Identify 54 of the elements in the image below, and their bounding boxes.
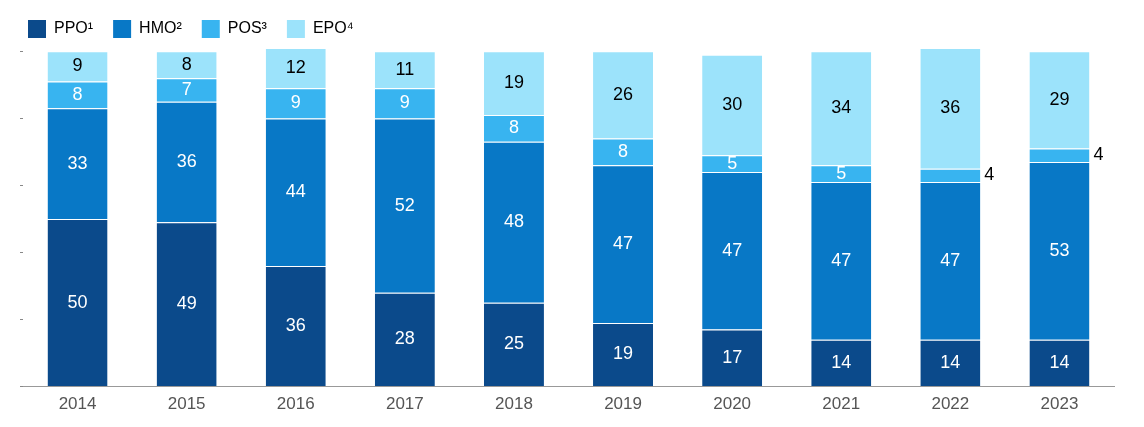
data-label: 8 <box>618 140 629 161</box>
data-label: 5 <box>727 152 738 173</box>
data-label: 47 <box>722 239 743 260</box>
x-tick-label: 2022 <box>931 394 970 414</box>
data-label: 8 <box>508 117 519 138</box>
x-tick-label: 2014 <box>58 394 97 414</box>
data-label: 8 <box>181 53 192 74</box>
legend-label: PPO¹ <box>54 19 94 37</box>
data-label: 36 <box>176 150 197 171</box>
data-label: 4 <box>984 164 995 185</box>
data-label: 34 <box>831 97 852 118</box>
data-label: 14 <box>831 351 852 372</box>
legend-label: POS³ <box>227 19 268 37</box>
data-label: 47 <box>831 249 852 270</box>
data-label: 25 <box>503 333 524 354</box>
data-label: 36 <box>940 97 961 118</box>
data-label: 7 <box>181 78 192 99</box>
data-label: 9 <box>72 55 83 76</box>
data-label: 17 <box>722 346 743 367</box>
data-label: 11 <box>395 58 415 79</box>
data-label: 26 <box>613 83 634 104</box>
data-label: 47 <box>940 249 961 270</box>
data-label: 9 <box>290 92 301 113</box>
data-label: 5 <box>836 162 847 183</box>
x-tick-label: 2020 <box>713 394 752 414</box>
data-label: 48 <box>503 211 524 232</box>
data-label: 30 <box>722 93 743 114</box>
data-label: 52 <box>394 194 415 215</box>
data-label: 19 <box>503 72 524 93</box>
data-label: 36 <box>285 314 306 335</box>
data-label: 14 <box>1049 351 1070 372</box>
data-label: 8 <box>72 83 83 104</box>
data-label: 9 <box>399 92 410 113</box>
data-label: 28 <box>394 328 415 349</box>
legend-label: HMO² <box>139 19 183 37</box>
x-tick-label: 2016 <box>276 394 315 414</box>
x-tick-label: 2019 <box>604 394 642 414</box>
data-label: 14 <box>940 351 961 372</box>
data-label: 44 <box>285 181 306 202</box>
x-tick-label: 2023 <box>1040 394 1079 414</box>
data-label: 4 <box>1093 144 1104 165</box>
data-label: 29 <box>1049 88 1070 109</box>
data-label: 49 <box>176 293 197 314</box>
legend-label: EPO⁴ <box>312 19 354 37</box>
x-tick-label: 2017 <box>385 394 424 414</box>
data-label: 12 <box>285 57 306 78</box>
data-label: 53 <box>1049 239 1070 260</box>
data-label: 33 <box>67 152 88 173</box>
x-tick-label: 2021 <box>822 394 861 414</box>
x-tick-label: 2018 <box>495 394 533 414</box>
data-label: 47 <box>613 233 634 254</box>
x-tick-label: 2015 <box>167 394 206 414</box>
data-label: 50 <box>67 291 88 312</box>
data-label: 19 <box>613 343 634 364</box>
